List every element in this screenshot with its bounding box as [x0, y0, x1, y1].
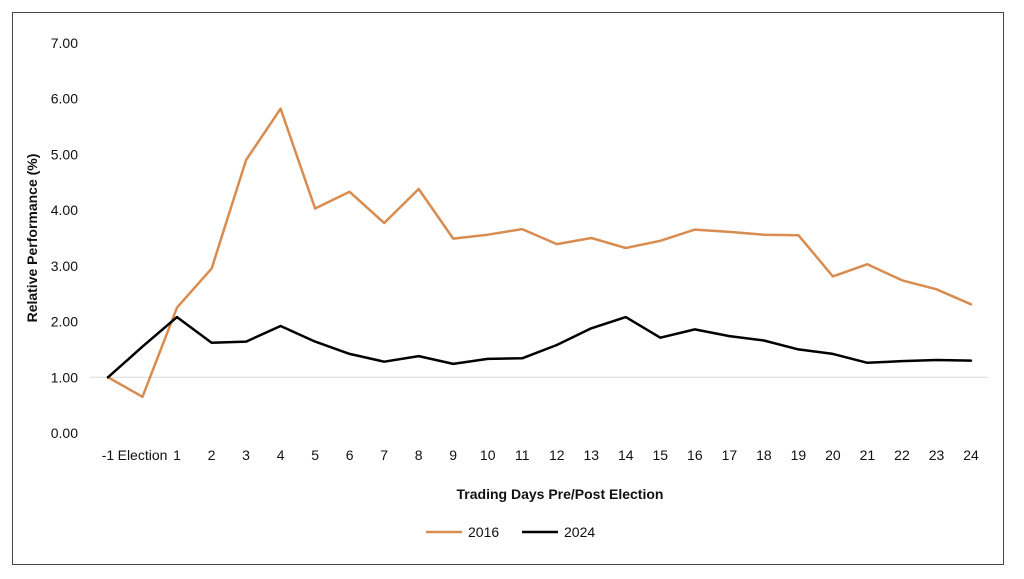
x-tick-label: 4 — [277, 447, 285, 463]
x-tick-label: 17 — [722, 447, 738, 463]
x-tick-label: 3 — [242, 447, 250, 463]
x-tick-label: 18 — [756, 447, 772, 463]
x-tick-label: 16 — [687, 447, 703, 463]
y-axis-title: Relative Performance (%) — [24, 154, 40, 323]
y-tick-label: 6.00 — [51, 91, 78, 107]
x-tick-label: 24 — [963, 447, 979, 463]
x-tick-label: 8 — [415, 447, 423, 463]
y-tick-label: 5.00 — [51, 146, 78, 162]
x-tick-label: -1 — [102, 447, 115, 463]
x-tick-label: 15 — [653, 447, 669, 463]
x-axis-title: Trading Days Pre/Post Election — [457, 486, 664, 502]
legend-label-2024: 2024 — [564, 524, 595, 540]
x-tick-label: 23 — [929, 447, 945, 463]
x-tick-label: 6 — [346, 447, 354, 463]
x-tick-label: 5 — [311, 447, 319, 463]
x-tick-label: 10 — [480, 447, 496, 463]
x-tick-label: 9 — [449, 447, 457, 463]
x-tick-label: 22 — [894, 447, 910, 463]
y-axis-tick-labels: 0.00 1.00 2.00 3.00 4.00 5.00 6.00 7.00 — [51, 35, 78, 441]
x-tick-label: 21 — [860, 447, 876, 463]
x-tick-label: 11 — [515, 447, 530, 463]
x-axis-tick-labels: -1 Election 1 2 3 4 5 6 7 8 9 10 11 12 13 14 15 16 17 18 19 2… — [102, 447, 979, 463]
legend-label-2016: 2016 — [468, 524, 499, 540]
y-tick-label: 4.00 — [51, 202, 78, 218]
series-line-2016 — [106, 107, 973, 399]
x-tick-label: 19 — [791, 447, 807, 463]
x-tick-label: 12 — [549, 447, 565, 463]
x-tick-label: 14 — [618, 447, 634, 463]
x-tick-label: 20 — [825, 447, 841, 463]
series-line-2024 — [106, 315, 973, 379]
chart-frame — [12, 12, 1004, 565]
y-tick-label: 1.00 — [51, 369, 78, 385]
x-tick-label: Election — [118, 447, 168, 463]
y-tick-label: 0.00 — [51, 425, 78, 441]
y-tick-label: 3.00 — [51, 258, 78, 274]
y-tick-label: 7.00 — [51, 35, 78, 51]
series-lines — [106, 107, 973, 399]
y-tick-label: 2.00 — [51, 314, 78, 330]
x-tick-label: 7 — [380, 447, 388, 463]
legend: 2016 2024 — [426, 524, 595, 540]
x-tick-label: 13 — [583, 447, 599, 463]
x-tick-label: 1 — [173, 447, 181, 463]
x-tick-label: 2 — [208, 447, 216, 463]
